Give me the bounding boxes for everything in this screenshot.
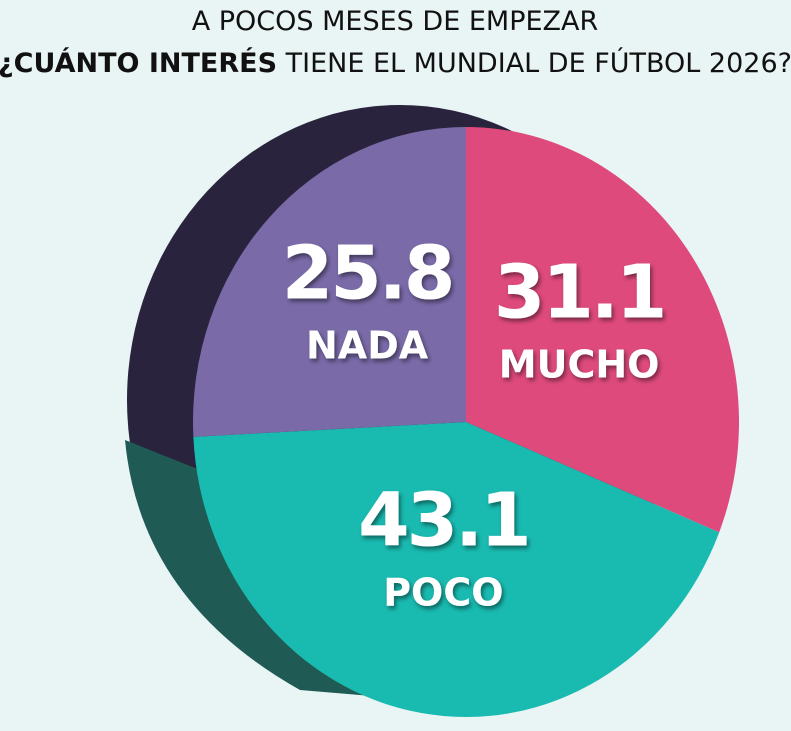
- subtitle-bold: ¿CUÁNTO INTERÉS: [0, 47, 277, 79]
- pie-slice: [193, 127, 467, 437]
- chart-subtitle: ¿CUÁNTO INTERÉS TIENE EL MUNDIAL DE FÚTB…: [0, 47, 791, 79]
- category-label: MUCHO: [499, 342, 660, 386]
- chart-title: A POCOS MESES DE EMPEZAR: [192, 6, 599, 37]
- pie-slice: [466, 127, 740, 533]
- category-label: NADA: [306, 323, 429, 367]
- value-label: 43.1: [358, 477, 529, 563]
- pie: 31.1 MUCHO 43.1 POCO 25.8 NADA: [193, 127, 740, 717]
- pie-slice: [193, 422, 720, 717]
- category-label: POCO: [383, 570, 503, 614]
- value-label: 25.8: [282, 230, 453, 316]
- value-label: 31.1: [494, 249, 665, 335]
- subtitle-rest: TIENE EL MUNDIAL DE FÚTBOL 2026?: [285, 47, 791, 79]
